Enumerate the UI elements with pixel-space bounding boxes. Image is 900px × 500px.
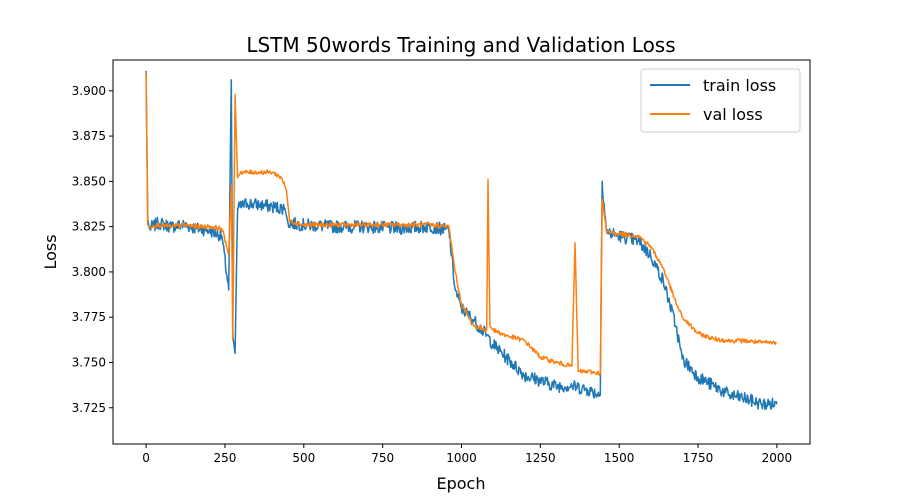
plot-area <box>145 70 778 410</box>
legend: train loss val loss <box>640 68 801 133</box>
x-tick-label: 1000 <box>446 451 477 465</box>
series-line-val-loss <box>145 72 778 377</box>
series-line-train-loss <box>145 70 778 410</box>
y-axis-label: Loss <box>41 234 60 269</box>
legend-label-train-loss: train loss <box>703 76 776 95</box>
y-tick-label: 3.900 <box>72 84 106 98</box>
y-tick-label: 3.800 <box>72 265 106 279</box>
x-tick-label: 1250 <box>525 451 556 465</box>
x-axis-label: Epoch <box>437 474 486 493</box>
x-tick-label: 250 <box>214 451 237 465</box>
x-tick-label: 2000 <box>762 451 793 465</box>
x-tick-label: 1500 <box>604 451 635 465</box>
y-tick-label: 3.825 <box>72 220 106 234</box>
y-tick-label: 3.775 <box>72 310 106 324</box>
y-tick-label: 3.725 <box>72 401 106 415</box>
y-tick-label: 3.850 <box>72 174 106 188</box>
x-tick-label: 1750 <box>683 451 714 465</box>
x-tick-label: 750 <box>371 451 394 465</box>
y-tick-label: 3.750 <box>72 355 106 369</box>
chart-title: LSTM 50words Training and Validation Los… <box>246 33 675 57</box>
x-axis: 0 250 500 750 1000 1250 1500 1750 2000 <box>142 444 792 465</box>
y-axis: 3.725 3.750 3.775 3.800 3.825 3.850 3.875 3.900 <box>72 84 113 415</box>
y-tick-label: 3.875 <box>72 129 106 143</box>
x-tick-label: 0 <box>142 451 150 465</box>
x-tick-label: 500 <box>292 451 315 465</box>
legend-label-val-loss: val loss <box>703 105 763 124</box>
